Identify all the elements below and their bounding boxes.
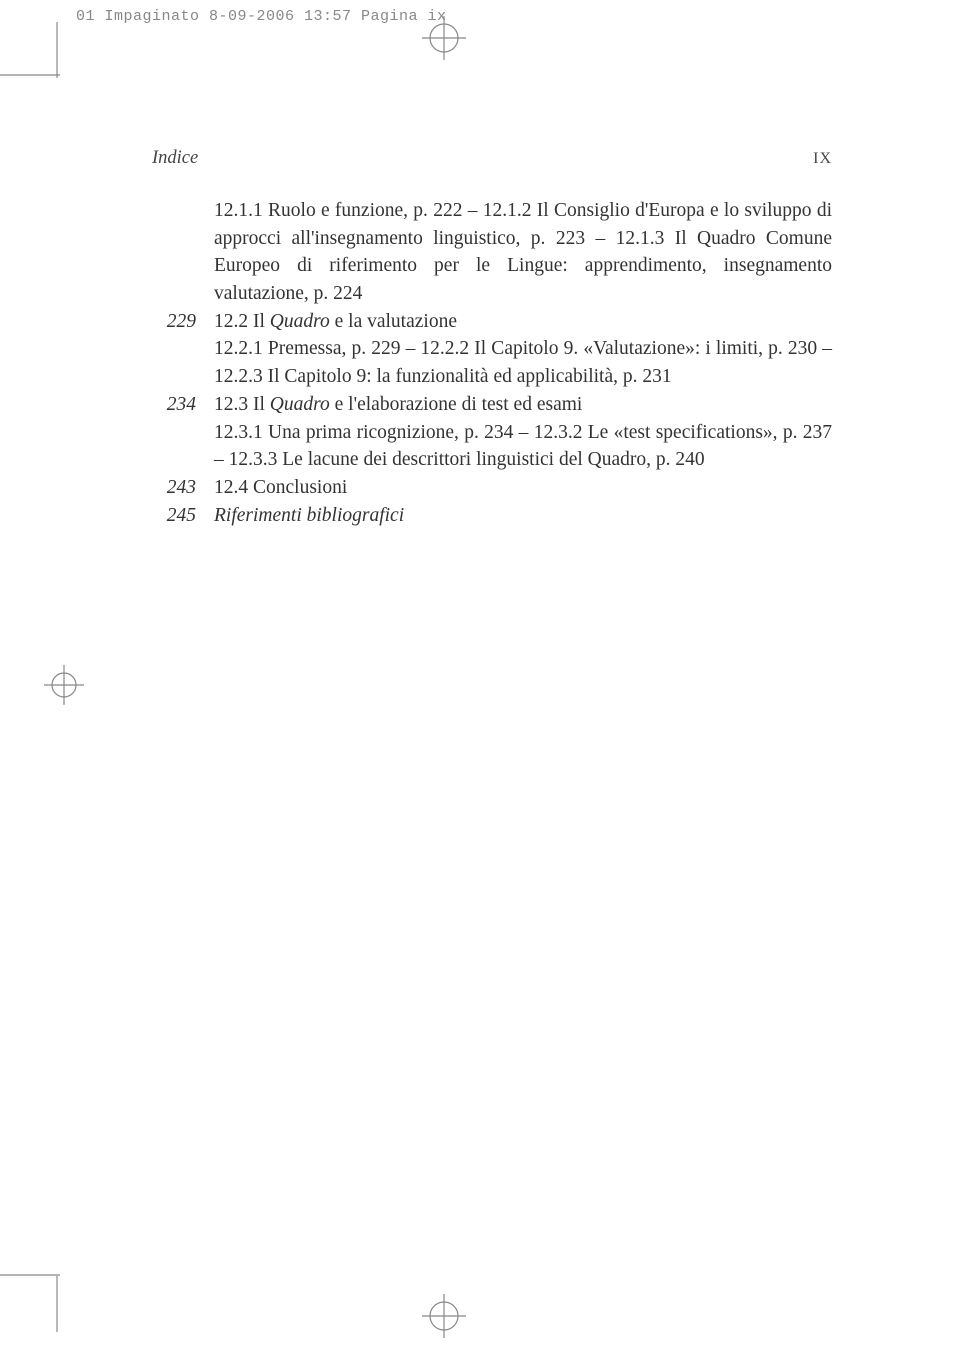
toc-row-229: 229 12.2 Il Quadro e la valutazione [152, 308, 832, 336]
page-content: Indice IX 12.1.1 Ruolo e funzione, p. 22… [152, 148, 832, 529]
toc-heading-243-pre: 12.4 Conclusioni [214, 477, 347, 498]
crop-line-bottom-left-icon [0, 1274, 60, 1276]
toc-page-245: 245 [152, 502, 214, 530]
print-slug: 01 Impaginato 8-09-2006 13:57 Pagina ix [76, 8, 447, 25]
toc-page-243: 243 [152, 474, 214, 502]
toc-intro-text: 12.1.1 Ruolo e funzione, p. 222 – 12.1.2… [214, 197, 832, 308]
running-title: Indice [152, 148, 198, 169]
page-number: IX [813, 150, 832, 168]
toc-page-229: 229 [152, 308, 214, 336]
crop-line-top-vert-icon [56, 22, 58, 78]
toc-heading-229: 12.2 Il Quadro e la valutazione [214, 308, 832, 336]
toc-heading-234-pre: 12.3 Il [214, 394, 270, 415]
toc-page-234: 234 [152, 391, 214, 419]
toc-body: 12.1.1 Ruolo e funzione, p. 222 – 12.1.2… [152, 197, 832, 529]
toc-heading-234-it: Quadro [270, 394, 330, 415]
toc-heading-234-post: e l'elaborazione di test ed esami [330, 394, 583, 415]
toc-heading-229-it: Quadro [270, 311, 330, 332]
toc-heading-229-pre: 12.2 Il [214, 311, 270, 332]
toc-heading-243: 12.4 Conclusioni [214, 474, 832, 502]
toc-row-245: 245 Riferimenti bibliografici [152, 502, 832, 530]
crop-line-bottom-vert-icon [56, 1276, 58, 1332]
crop-marks-bottom [0, 1256, 960, 1346]
crop-line-top-left-icon [0, 74, 60, 76]
running-header: Indice IX [152, 148, 832, 169]
toc-heading-245-it: Riferimenti bibliografici [214, 505, 404, 526]
toc-row-234: 234 12.3 Il Quadro e l'elaborazione di t… [152, 391, 832, 419]
registration-mark-bottom-icon [420, 1292, 468, 1340]
toc-sub-234: 12.3.1 Una prima ricognizione, p. 234 – … [152, 419, 832, 474]
toc-heading-245: Riferimenti bibliografici [214, 502, 832, 530]
toc-row-243: 243 12.4 Conclusioni [152, 474, 832, 502]
toc-heading-229-post: e la valutazione [330, 311, 457, 332]
toc-sub-229: 12.2.1 Premessa, p. 229 – 12.2.2 Il Capi… [152, 335, 832, 390]
toc-intro-row: 12.1.1 Ruolo e funzione, p. 222 – 12.1.2… [152, 197, 832, 308]
registration-mark-mid-icon [44, 665, 84, 705]
toc-heading-234: 12.3 Il Quadro e l'elaborazione di test … [214, 391, 832, 419]
